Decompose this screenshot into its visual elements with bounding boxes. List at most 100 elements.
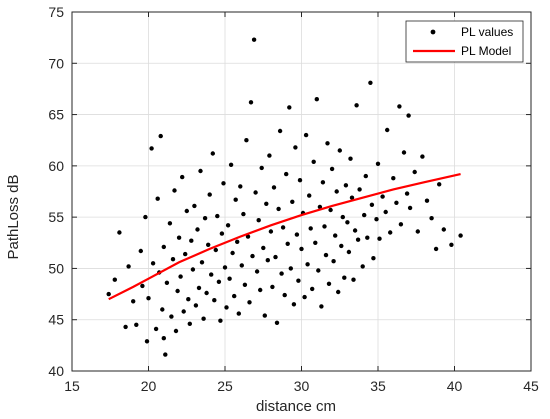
data-point <box>380 194 385 199</box>
x-axis-label: distance cm <box>256 398 336 415</box>
data-point <box>172 188 177 193</box>
data-point <box>363 173 368 179</box>
data-point <box>345 220 350 225</box>
data-point <box>186 297 191 302</box>
data-point <box>277 128 283 134</box>
data-point <box>187 321 192 326</box>
data-point <box>210 151 215 156</box>
data-point <box>219 231 225 236</box>
data-point <box>404 191 410 196</box>
data-point <box>336 289 341 295</box>
y-tick-label: 45 <box>48 312 64 328</box>
data-point <box>285 241 290 246</box>
data-point <box>176 235 182 240</box>
data-point <box>236 311 241 316</box>
data-point <box>259 165 264 171</box>
data-point <box>131 299 136 304</box>
data-point <box>369 202 375 207</box>
y-tick-label: 50 <box>48 260 64 276</box>
data-point <box>143 214 148 220</box>
data-point <box>294 232 300 237</box>
data-point <box>254 269 260 274</box>
data-point <box>348 156 353 161</box>
data-point <box>357 187 362 192</box>
data-point <box>407 205 413 211</box>
data-point <box>169 314 174 319</box>
data-point <box>340 214 345 220</box>
data-point <box>420 154 425 159</box>
data-point <box>144 339 150 344</box>
data-point <box>385 127 390 133</box>
data-point <box>250 253 255 259</box>
data-point <box>146 296 151 301</box>
data-point <box>394 200 399 205</box>
data-point <box>196 285 202 291</box>
data-point <box>258 287 263 293</box>
data-point <box>117 230 122 235</box>
x-tick-label: 40 <box>447 378 463 394</box>
y-axis-label: PathLoss dB <box>5 174 22 259</box>
data-point <box>163 352 168 357</box>
data-point <box>391 176 396 181</box>
data-point <box>276 206 281 212</box>
data-point <box>288 266 293 271</box>
data-point <box>204 290 209 296</box>
data-point <box>368 80 373 86</box>
data-point <box>181 309 186 314</box>
data-point <box>180 174 185 180</box>
data-point <box>175 288 180 294</box>
data-point <box>333 233 338 238</box>
data-point <box>282 292 287 298</box>
data-point <box>173 328 179 334</box>
x-tick-label: 35 <box>370 378 386 394</box>
grid-lines <box>71 11 532 372</box>
data-point <box>297 178 303 183</box>
data-point <box>346 249 352 255</box>
data-point <box>244 138 249 143</box>
y-tick-labels: 40 45 50 55 60 65 70 75 <box>48 4 64 379</box>
data-point <box>242 282 248 287</box>
axis-ticks <box>71 11 532 372</box>
data-point <box>334 189 339 194</box>
data-point <box>270 284 275 290</box>
data-point <box>245 234 251 239</box>
data-point <box>198 168 203 174</box>
data-point <box>225 223 231 228</box>
data-point <box>233 197 238 202</box>
x-tick-label: 15 <box>64 378 80 394</box>
data-point <box>228 162 234 167</box>
data-point <box>150 261 156 266</box>
data-point <box>134 322 139 327</box>
pl-values-points <box>106 37 463 357</box>
data-point <box>355 237 361 242</box>
data-point <box>224 305 229 310</box>
data-point <box>230 250 235 256</box>
legend: PL values PL Model <box>405 20 524 63</box>
data-point <box>268 229 274 234</box>
data-point <box>375 161 381 166</box>
data-point <box>429 216 434 221</box>
data-point <box>253 190 258 195</box>
data-point <box>291 302 297 307</box>
data-point <box>238 184 243 189</box>
y-tick-label: 70 <box>48 55 64 71</box>
data-point <box>449 242 454 247</box>
data-point <box>206 242 211 247</box>
data-point <box>164 280 170 285</box>
data-point <box>331 259 336 264</box>
data-point <box>161 244 166 250</box>
data-point <box>247 300 252 305</box>
data-point <box>232 293 237 299</box>
data-point <box>351 277 356 282</box>
legend-points-marker <box>430 29 436 35</box>
data-point <box>239 263 244 268</box>
data-point <box>112 277 118 282</box>
data-point <box>293 145 298 150</box>
data-point <box>279 271 284 276</box>
data-point <box>343 183 349 188</box>
data-point <box>326 281 332 286</box>
data-point <box>302 294 307 300</box>
data-point <box>202 216 208 221</box>
data-point <box>149 146 154 151</box>
data-point <box>398 222 404 227</box>
